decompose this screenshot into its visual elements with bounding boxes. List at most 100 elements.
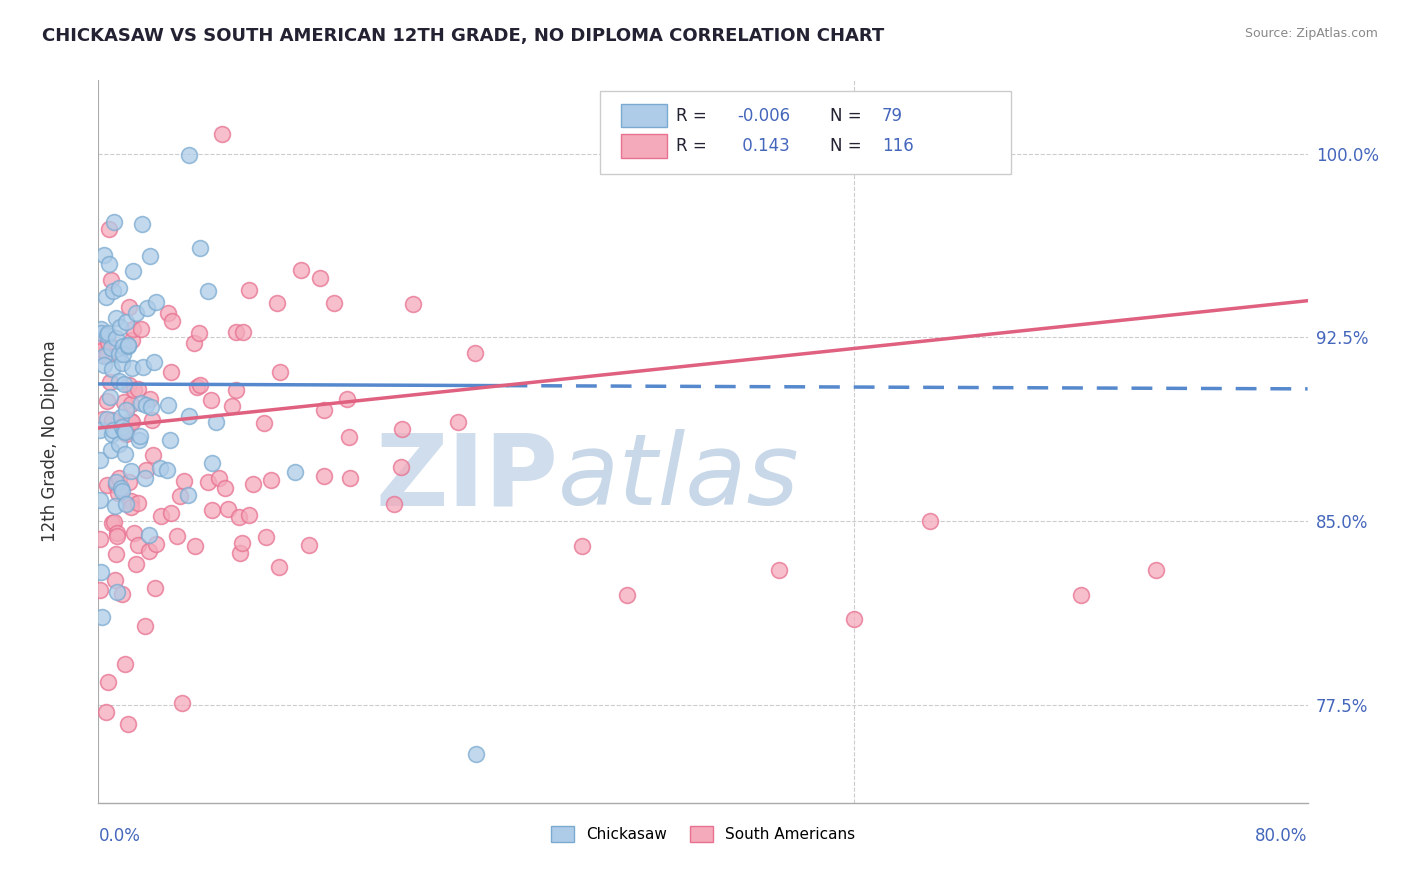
Point: [96, 478, 118, 492]
Point: [120, 464, 142, 478]
Point: [122, 526, 145, 541]
Point: [104, 331, 127, 345]
Point: [104, 573, 127, 587]
Point: [94, 705, 117, 719]
Point: [97, 334, 120, 349]
Text: 79: 79: [882, 107, 903, 125]
Point: [96, 327, 118, 342]
Bar: [621, 104, 666, 128]
Point: [97, 222, 120, 236]
Point: [844, 612, 866, 626]
Point: [111, 419, 134, 434]
Point: [160, 366, 183, 380]
Point: [131, 395, 153, 409]
Point: [93, 248, 115, 262]
Point: [141, 413, 163, 427]
Point: [266, 296, 288, 310]
Point: [314, 469, 336, 483]
Point: [129, 428, 152, 442]
Point: [101, 362, 124, 376]
Point: [118, 300, 141, 314]
Point: [93, 349, 115, 363]
Point: [103, 215, 125, 229]
Point: [217, 502, 239, 516]
Point: [91, 610, 114, 624]
Point: [135, 463, 157, 477]
Point: [616, 588, 638, 602]
Point: [197, 475, 219, 489]
Point: [465, 747, 488, 761]
Point: [225, 325, 247, 339]
Point: [111, 356, 134, 370]
Point: [254, 530, 277, 544]
Point: [96, 348, 118, 362]
Point: [186, 380, 208, 394]
Point: [120, 414, 142, 428]
Point: [97, 256, 120, 270]
Point: [105, 529, 128, 543]
Point: [464, 345, 486, 359]
Point: [121, 322, 143, 336]
Point: [117, 339, 139, 353]
Point: [125, 306, 148, 320]
Point: [96, 674, 118, 689]
Point: [143, 581, 166, 595]
Point: [101, 285, 124, 299]
Point: [187, 326, 209, 341]
Text: 116: 116: [882, 137, 914, 155]
Point: [134, 619, 156, 633]
Point: [389, 460, 412, 475]
Point: [139, 392, 162, 406]
Point: [260, 473, 283, 487]
Point: [122, 384, 145, 398]
Point: [159, 433, 181, 447]
Point: [228, 546, 250, 560]
Point: [107, 437, 129, 451]
Point: [138, 249, 160, 263]
Point: [918, 514, 941, 528]
Point: [169, 489, 191, 503]
Legend: Chickasaw, South Americans: Chickasaw, South Americans: [551, 826, 855, 842]
Point: [127, 496, 149, 510]
Text: 12th Grade, No Diploma: 12th Grade, No Diploma: [41, 341, 59, 542]
Point: [101, 426, 124, 441]
Point: [108, 281, 131, 295]
Point: [98, 390, 121, 404]
Point: [201, 503, 224, 517]
Point: [100, 341, 122, 355]
Point: [127, 538, 149, 552]
Point: [205, 415, 228, 429]
Point: [211, 127, 233, 141]
Point: [298, 538, 321, 552]
Text: -0.006: -0.006: [737, 107, 790, 125]
Text: 0.143: 0.143: [737, 137, 790, 155]
Point: [269, 365, 291, 379]
Point: [1144, 563, 1167, 577]
Point: [105, 547, 128, 561]
Point: [339, 471, 361, 485]
Point: [145, 295, 167, 310]
Point: [142, 448, 165, 462]
Point: [201, 456, 224, 470]
Point: [177, 488, 200, 502]
Point: [290, 263, 312, 277]
Point: [118, 475, 141, 489]
Text: N =: N =: [830, 107, 868, 125]
Point: [122, 263, 145, 277]
Point: [114, 657, 136, 671]
Point: [173, 475, 195, 489]
Point: [127, 382, 149, 396]
Point: [114, 446, 136, 460]
Point: [89, 532, 111, 546]
Point: [104, 311, 127, 326]
Point: [111, 347, 134, 361]
Point: [89, 453, 111, 467]
Point: [117, 338, 139, 352]
Point: [114, 425, 136, 440]
Point: [200, 392, 222, 407]
Point: [231, 536, 253, 550]
Point: [232, 325, 254, 339]
Point: [145, 537, 167, 551]
Point: [89, 338, 111, 352]
Point: [225, 383, 247, 397]
